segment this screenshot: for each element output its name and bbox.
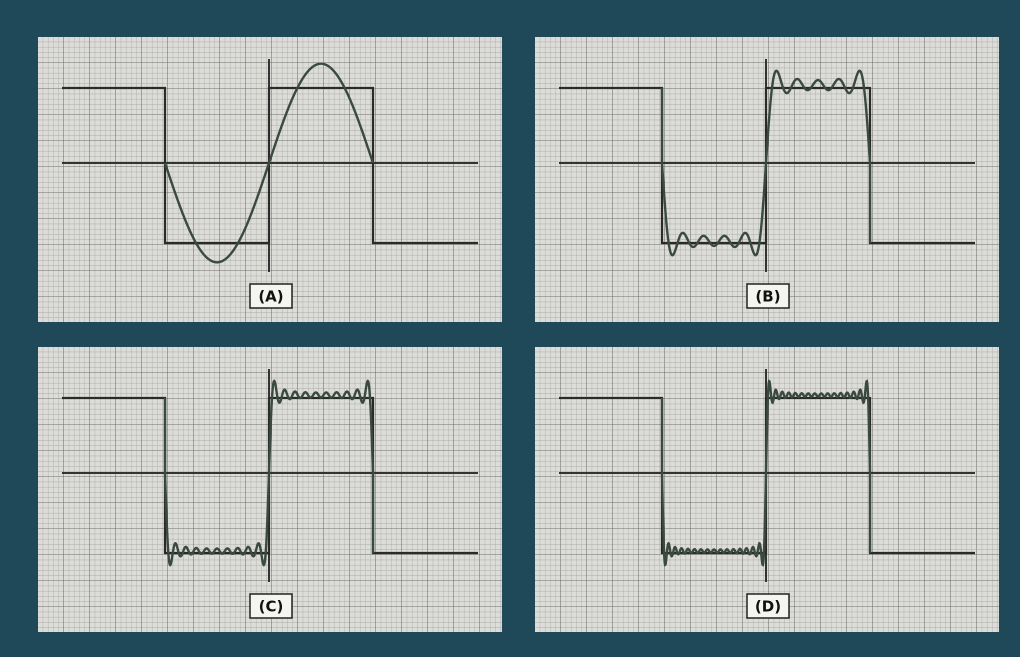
figure: (A) (B) (C) (D) — [0, 0, 1020, 657]
panel: (C) — [38, 347, 502, 632]
panel-label: (A) — [258, 288, 283, 306]
panel-label: (C) — [259, 598, 284, 616]
panel-label: (D) — [755, 598, 781, 616]
panel: (A) — [38, 37, 502, 322]
panel-label: (B) — [755, 288, 780, 306]
panel: (B) — [535, 37, 999, 322]
panel: (D) — [535, 347, 999, 632]
